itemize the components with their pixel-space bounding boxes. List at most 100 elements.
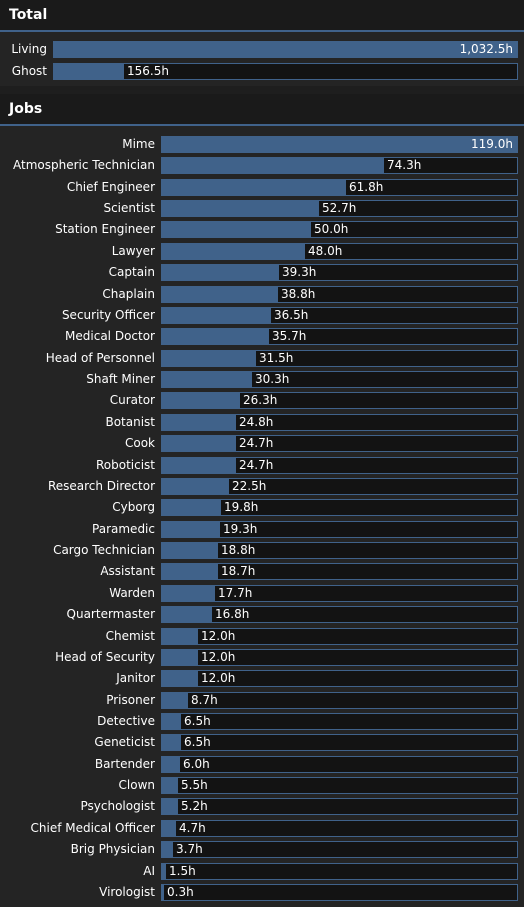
progress-bar-value: 26.3h [243,393,278,408]
progress-bar-fill [162,756,180,772]
stat-row: Botanist 24.8h [0,413,524,432]
jobs-section: Jobs Mime 119.0h Atmospheric Technician 74.… [0,94,524,907]
progress-bar-fill [162,243,305,259]
stat-row: Captain 39.3h [0,263,524,282]
progress-bar: 24.7h [161,435,518,453]
progress-bar-fill [162,778,178,794]
stat-row-label: Curator [109,393,155,408]
progress-bar-value: 5.5h [181,778,208,793]
stat-row: Mime 119.0h [0,135,524,154]
progress-bar-value: 19.8h [224,500,259,515]
progress-bar-value: 24.7h [239,457,274,472]
stat-row: Research Director 22.5h [0,477,524,496]
stat-row: Assistant 18.7h [0,562,524,581]
progress-bar-value: 6.5h [184,713,211,728]
stat-row-label: Security Officer [61,307,155,322]
progress-bar: 6.5h [161,734,518,752]
stat-row: Chaplain 38.8h [0,285,524,304]
progress-bar-fill [162,884,164,900]
stat-row: Chemist 12.0h [0,627,524,646]
progress-bar-value: 18.7h [221,564,256,579]
stat-row-label: Scientist [103,201,155,216]
stat-row: Station Engineer 50.0h [0,220,524,239]
progress-bar-value: 61.8h [349,179,384,194]
stat-row-label: Cook [124,436,155,451]
progress-bar: 74.3h [161,157,518,175]
progress-bar: 4.7h [161,819,518,837]
progress-bar-fill [162,372,252,388]
progress-bar-value: 38.8h [281,286,316,301]
progress-bar-fill [162,671,198,687]
jobs-section-title: Jobs [0,94,524,126]
stat-row: Cook 24.7h [0,434,524,453]
stat-row-label: Detective [97,713,155,728]
progress-bar-value: 8.7h [191,692,218,707]
stat-row-label: Clown [118,778,155,793]
stat-row-label: Lawyer [111,243,155,258]
progress-bar-value: 24.7h [239,436,274,451]
progress-bar-value: 50.0h [314,222,349,237]
stat-row-label: Bartender [94,756,155,771]
progress-bar: 48.0h [161,242,518,260]
stat-row-label: Roboticist [95,457,155,472]
stat-row: Scientist 52.7h [0,199,524,218]
progress-bar-fill [162,478,229,494]
progress-bar: 26.3h [161,392,518,410]
progress-bar-value: 19.3h [223,521,258,536]
progress-bar-fill [162,158,384,174]
stat-row-label: Janitor [116,671,155,686]
stat-row: Janitor 12.0h [0,669,524,688]
progress-bar: 156.5h [53,63,518,80]
progress-bar: 19.8h [161,499,518,517]
stat-row-label: Cyborg [112,500,155,515]
stat-row-label: Atmospheric Technician [13,158,155,173]
stat-row-label: Medical Doctor [65,329,155,344]
progress-bar-fill [162,521,220,537]
progress-bar: 39.3h [161,264,518,282]
progress-bar: 12.0h [161,648,518,666]
stat-row: Warden 17.7h [0,584,524,603]
progress-bar-fill [162,585,215,601]
stat-row: Quartermaster 16.8h [0,605,524,624]
progress-bar: 24.8h [161,413,518,431]
progress-bar-value: 12.0h [201,671,236,686]
progress-bar: 19.3h [161,520,518,538]
stat-row-label: Warden [109,585,155,600]
progress-bar-fill [162,543,218,559]
progress-bar-value: 17.7h [218,585,253,600]
stat-row: Brig Physician 3.7h [0,840,524,859]
progress-bar: 1,032.5h [53,41,518,58]
progress-bar: 31.5h [161,349,518,367]
progress-bar-value: 30.3h [255,372,290,387]
stat-row: Chief Medical Officer 4.7h [0,819,524,838]
progress-bar-fill [162,628,198,644]
progress-bar-value: 119.0h [471,137,513,151]
progress-bar-value: 36.5h [274,307,309,322]
total-section-title: Total [0,0,524,32]
stat-row: Shaft Miner 30.3h [0,370,524,389]
progress-bar-fill [162,799,178,815]
progress-bar-fill [162,863,166,879]
stat-row-label: Captain [108,265,155,280]
progress-bar-fill [162,607,212,623]
progress-bar-value: 39.3h [282,265,317,280]
stat-row-label: Botanist [105,414,155,429]
stat-row-label: Head of Personnel [45,350,155,365]
progress-bar: 38.8h [161,285,518,303]
progress-bar-fill [162,137,517,152]
stat-row-label: Living [11,42,47,56]
stat-row-label: Research Director [47,478,155,493]
stat-row: AI 1.5h [0,862,524,881]
stat-row: Psychologist 5.2h [0,797,524,816]
progress-bar-fill [162,735,181,751]
progress-bar-fill [162,329,269,345]
stat-row-label: Station Engineer [55,222,155,237]
progress-bar-value: 1.5h [169,863,196,878]
progress-bar-value: 3.7h [176,842,203,857]
stat-row-label: Assistant [100,564,155,579]
progress-bar: 18.7h [161,563,518,581]
stat-row-label: Chief Engineer [66,179,155,194]
stat-row-label: Shaft Miner [86,372,155,387]
progress-bar: 5.5h [161,777,518,795]
progress-bar-fill [162,500,221,516]
